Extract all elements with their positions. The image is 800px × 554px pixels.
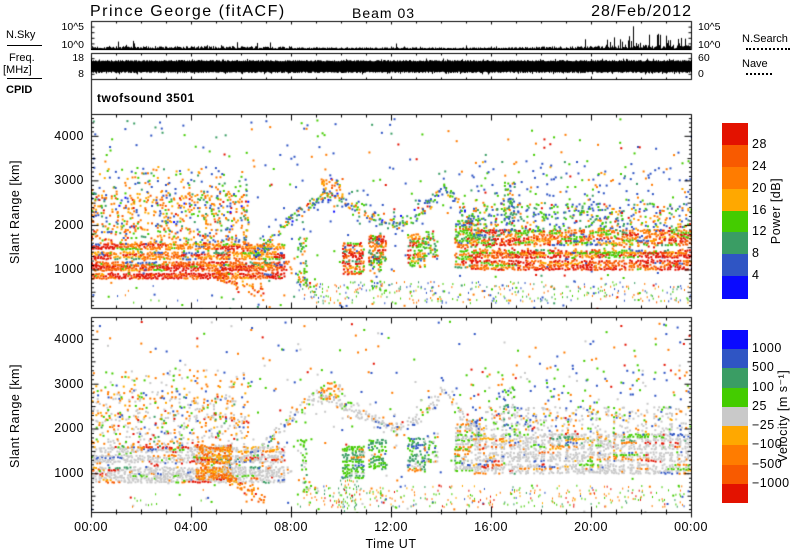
- colorbar-segment: [722, 483, 748, 504]
- y-tick-label: 4000: [54, 331, 84, 346]
- y-tick-label: 3000: [54, 376, 84, 391]
- y-tick-label: 2000: [54, 217, 84, 232]
- freq-bottom-tick: 8: [78, 68, 84, 80]
- y-tick-label: 3000: [54, 173, 84, 188]
- y-tick-label: 1000: [54, 466, 84, 481]
- beam-label: Beam 03: [352, 5, 416, 21]
- x-tick-label: 16:00: [474, 520, 508, 534]
- nsky-label: N.Sky: [6, 29, 36, 41]
- nsearch-top-tick: 10^5: [698, 21, 721, 33]
- power-colorbar-title: Power [dB]: [769, 177, 783, 245]
- colorbar-segment: [722, 445, 748, 466]
- colorbar-segment: [722, 144, 748, 168]
- freq-line-sample: [7, 78, 42, 79]
- colorbar-segment: [722, 210, 748, 233]
- velocity-colorbar-title: Velocity [m s⁻¹]: [776, 369, 790, 463]
- colorbar-segment: [722, 254, 748, 277]
- noise-histogram-canvas: [91, 22, 692, 50]
- colorbar-label: 20: [752, 180, 767, 195]
- nsearch-label: N.Search: [742, 33, 788, 45]
- colorbar-segment: [722, 368, 748, 389]
- nsearch-line-sample: [746, 48, 790, 50]
- colorbar-label: 100: [752, 379, 775, 394]
- colorbar-segment: [722, 330, 748, 350]
- colorbar-label: 24: [752, 158, 767, 173]
- colorbar-segment: [722, 232, 748, 255]
- nave-bottom-tick: 0: [698, 68, 704, 80]
- colorbar-segment: [722, 387, 748, 408]
- x-tick-label: 12:00: [374, 520, 408, 534]
- colorbar-label: −500: [752, 456, 783, 471]
- x-tick-label: 00:00: [74, 520, 108, 534]
- nsky-top-tick: 10^5: [61, 21, 84, 33]
- date-label: 28/Feb/2012: [591, 3, 692, 20]
- nave-top-tick: 60: [698, 52, 710, 64]
- y-tick-label: 4000: [54, 128, 84, 143]
- freq-top-tick: 18: [72, 52, 84, 64]
- y-tick-label: 2000: [54, 421, 84, 436]
- nsearch-bottom-tick: 10^0: [698, 39, 721, 51]
- colorbar-label: 1000: [752, 341, 782, 356]
- colorbar-label: −100: [752, 437, 783, 452]
- colorbar-segment: [722, 464, 748, 485]
- x-tick-label: 04:00: [174, 520, 208, 534]
- power-y-axis-title: Slant Range [km]: [8, 160, 22, 264]
- power-rti-canvas: [91, 115, 692, 309]
- frequency-band-canvas: [91, 54, 692, 80]
- velocity-rti-canvas: [91, 318, 692, 513]
- colorbar-label: 500: [752, 360, 775, 375]
- colorbar-segment: [722, 166, 748, 190]
- freq-label-line1: Freq.: [9, 52, 35, 64]
- nsky-bottom-tick: 10^0: [61, 39, 84, 51]
- colorbar-label: 25: [752, 398, 767, 413]
- nave-label: Nave: [742, 58, 768, 70]
- colorbar-label: 12: [752, 224, 767, 239]
- freq-label-line2: [MHz]: [3, 64, 32, 76]
- nsky-line-sample: [7, 45, 42, 46]
- colorbar-label: 28: [752, 136, 767, 151]
- colorbar-label: −25: [752, 418, 775, 433]
- colorbar-segment: [722, 406, 748, 427]
- colorbar-segment: [722, 349, 748, 369]
- colorbar-label: 16: [752, 202, 767, 217]
- colorbar-label: 8: [752, 246, 760, 261]
- colorbar-label: −1000: [752, 475, 790, 490]
- velocity-y-axis-title: Slant Range [km]: [8, 364, 22, 468]
- colorbar-segment: [722, 276, 748, 299]
- colorbar-label: 4: [752, 268, 760, 283]
- page-title: Prince George (fitACF): [90, 3, 286, 20]
- x-tick-label: 00:00: [674, 520, 708, 534]
- x-tick-label: 20:00: [574, 520, 608, 534]
- nave-line-sample: [746, 73, 772, 75]
- x-tick-label: 08:00: [274, 520, 308, 534]
- cpid-value: twofsound 3501: [97, 91, 195, 105]
- colorbar-segment: [722, 188, 748, 211]
- y-tick-label: 1000: [54, 262, 84, 277]
- colorbar-segment: [722, 426, 748, 446]
- cpid-label: CPID: [6, 84, 33, 96]
- colorbar-segment: [722, 123, 748, 146]
- x-axis-title: Time UT: [365, 537, 417, 551]
